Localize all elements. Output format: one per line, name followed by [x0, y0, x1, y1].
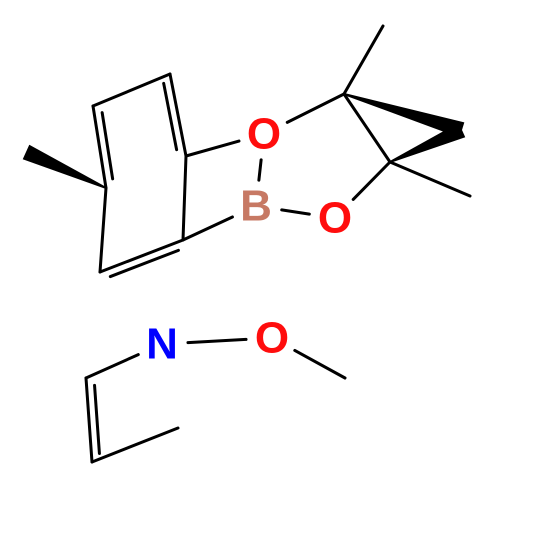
atom-label-b: B	[240, 182, 272, 231]
atom-label-o: O	[247, 110, 281, 159]
atom-label-o: O	[255, 314, 289, 363]
atom-label-o: O	[318, 194, 352, 243]
molecule-canvas: OOONB	[0, 0, 533, 533]
atom-label-n: N	[146, 320, 178, 369]
